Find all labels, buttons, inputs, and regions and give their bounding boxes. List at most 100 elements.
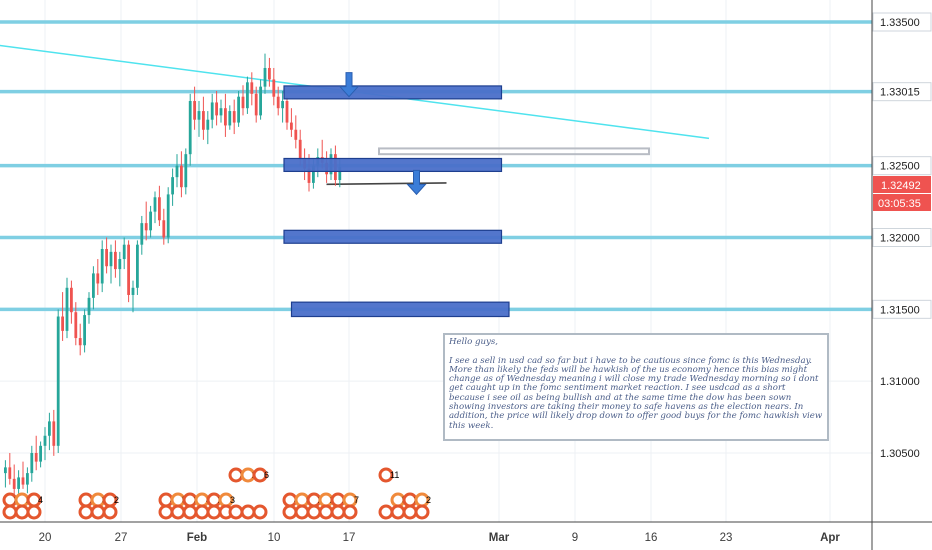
- event-flag-icon: [158, 504, 174, 520]
- candle-body: [312, 165, 315, 183]
- candle-up: [228, 105, 232, 130]
- event-flag-icon: [206, 504, 222, 520]
- candle-body: [250, 82, 254, 94]
- candle-up: [56, 309, 60, 453]
- current-price-label: 1.32492: [881, 180, 921, 192]
- candle-body: [78, 338, 82, 346]
- candle-body: [61, 316, 64, 331]
- candle-body: [263, 67, 267, 87]
- time-tick-label: Mar: [489, 532, 510, 544]
- candle-body: [70, 287, 73, 313]
- event-count-label: 11: [390, 470, 399, 480]
- candle-up: [246, 76, 249, 114]
- candle-body: [26, 473, 29, 485]
- event-count-label: 2: [114, 495, 119, 505]
- candle-up: [153, 191, 157, 224]
- time-axis[interactable]: 20 27 Feb 10 17 Mar 9 16 23 Apr: [39, 532, 841, 544]
- candle-body: [136, 244, 139, 288]
- candle-body: [12, 478, 16, 489]
- candle-body: [241, 96, 245, 109]
- arrows: [338, 72, 427, 196]
- plot-area[interactable]: [0, 0, 872, 522]
- candle-body: [281, 101, 284, 109]
- event-flag-icon: [170, 504, 186, 520]
- event-flag-icon: [282, 504, 298, 520]
- arrow-shape: [338, 72, 360, 98]
- projection-box: [378, 147, 650, 156]
- event-flag-icon: [294, 504, 310, 520]
- candle-body: [87, 297, 91, 316]
- candle-body: [210, 102, 214, 120]
- candle-down: [144, 201, 148, 241]
- candle-body: [219, 108, 223, 116]
- candle-body: [338, 167, 342, 181]
- event-flag-icon: [330, 504, 346, 520]
- candle-body: [166, 194, 170, 238]
- time-tick-label: 23: [720, 532, 733, 544]
- time-tick-label: 17: [343, 532, 356, 544]
- price-axis[interactable]: 1.33500 1.33015 1.32500 1.32000 1.31500 1.310…: [872, 12, 932, 460]
- event-group: 4622107: [282, 492, 359, 520]
- time-tick-label: Feb: [187, 532, 207, 544]
- candle-down: [250, 72, 254, 106]
- candle-body: [193, 101, 196, 120]
- candle-down: [74, 302, 78, 346]
- event-flag-icon: [390, 504, 406, 520]
- candle-body: [109, 251, 113, 267]
- candle-body: [215, 102, 218, 116]
- event-flag-icon: [228, 504, 244, 520]
- candle-up: [100, 240, 104, 293]
- candle-up: [48, 412, 51, 451]
- candle-body: [30, 453, 34, 474]
- candle-body: [294, 129, 298, 140]
- candle-down: [294, 115, 298, 149]
- event-flag-icon: [378, 467, 394, 483]
- candle-body: [171, 177, 174, 195]
- event-flag-icon: [252, 467, 268, 483]
- event-group: 11532: [378, 467, 431, 520]
- candle-body: [17, 477, 20, 489]
- candle-body: [290, 122, 293, 130]
- candle-down: [158, 185, 161, 227]
- candle-down: [8, 453, 12, 485]
- event-flag-icon: [318, 504, 334, 520]
- candle-body: [83, 315, 86, 346]
- candle-body: [118, 259, 122, 270]
- candle-body: [96, 273, 100, 284]
- price-label-box: [872, 228, 932, 247]
- event-group: 453423: [158, 492, 235, 520]
- candle-up: [83, 309, 86, 353]
- candle-down: [105, 237, 108, 274]
- candle-up: [259, 79, 262, 120]
- event-flag-icon: [378, 504, 394, 520]
- candle-up: [166, 187, 170, 244]
- candle-down: [78, 323, 82, 356]
- candle-down: [224, 93, 227, 137]
- candle-up: [219, 99, 223, 123]
- event-group: 326: [228, 467, 269, 520]
- price-tick-label: 1.33015: [880, 87, 920, 99]
- price-tick-label: 1.32500: [880, 161, 920, 173]
- candle-body: [188, 101, 192, 155]
- analysis-note[interactable]: Hello guys, I see a sell in usd cad so f…: [443, 333, 829, 441]
- event-flag-icon: [194, 504, 210, 520]
- countdown-tag: [873, 194, 931, 211]
- event-markers: 31241132453423326462210711532: [2, 467, 431, 520]
- candle-body: [100, 248, 104, 284]
- supply-demand-zone: [290, 301, 510, 318]
- event-count-label: 3: [230, 495, 235, 505]
- candle-down: [232, 99, 236, 135]
- candle-up: [136, 240, 139, 295]
- candle-body: [144, 223, 148, 231]
- candle-up: [206, 111, 210, 145]
- candle-body: [272, 79, 276, 97]
- candle-down: [193, 86, 196, 130]
- countdown-label: 03:05:35: [878, 198, 921, 210]
- candle-up: [171, 168, 174, 206]
- candle-down: [254, 86, 258, 123]
- event-flag-icon: [14, 504, 30, 520]
- candle-up: [118, 251, 122, 287]
- candle-body: [140, 223, 144, 245]
- candle-body: [34, 453, 38, 462]
